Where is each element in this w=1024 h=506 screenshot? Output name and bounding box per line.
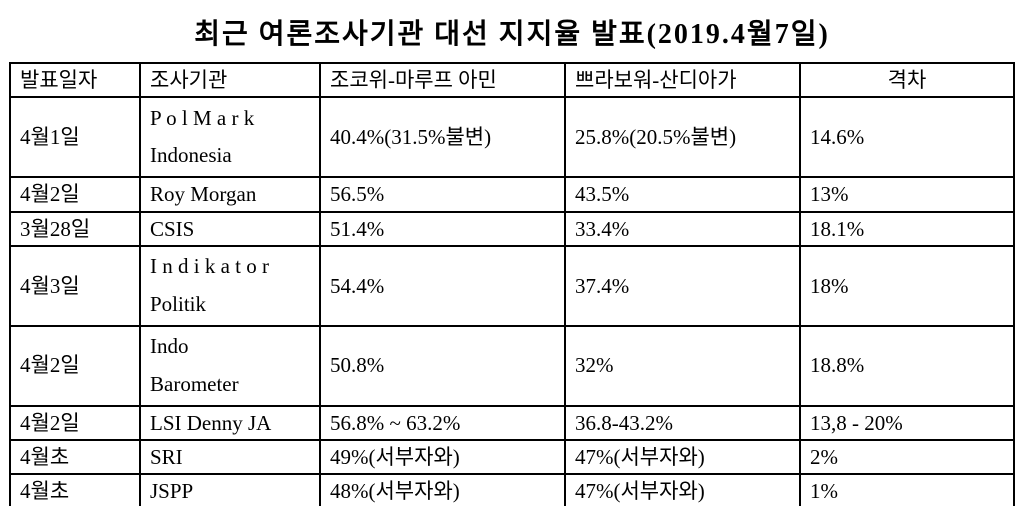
cell-jokowi: 49%(서부자와) <box>319 438 566 476</box>
header-gap: 격차 <box>799 61 1015 99</box>
cell-org: P o l M a r k Indonesia <box>139 96 321 179</box>
table-row: 4월초 SRI 49%(서부자와) 47%(서부자와) 2% <box>9 438 1015 476</box>
cell-prabowo: 36.8-43.2% <box>564 404 801 441</box>
cell-org: I n d i k a t o r Politik <box>139 245 321 327</box>
cell-jokowi: 54.4% <box>319 245 566 327</box>
cell-gap: 1% <box>799 473 1015 506</box>
cell-date: 4월2일 <box>9 404 141 441</box>
cell-jokowi: 56.8% ~ 63.2% <box>319 404 566 441</box>
table-row: 4월3일 I n d i k a t o r Politik 54.4% 37.… <box>9 245 1015 327</box>
cell-date: 4월1일 <box>9 96 141 179</box>
cell-jokowi: 56.5% <box>319 176 566 213</box>
cell-jokowi: 50.8% <box>319 324 566 407</box>
cell-date: 4월초 <box>9 473 141 506</box>
cell-gap: 2% <box>799 438 1015 476</box>
cell-prabowo: 25.8%(20.5%불변) <box>564 96 801 179</box>
table-row: 4월1일 P o l M a r k Indonesia 40.4%(31.5%… <box>9 96 1015 179</box>
cell-gap: 13,8 - 20% <box>799 404 1015 441</box>
poll-results-table: 발표일자 조사기관 조코위-마루프 아민 쁘라보워-산디아가 격차 4월1일 P… <box>9 61 1015 506</box>
cell-org: CSIS <box>139 210 321 248</box>
cell-prabowo: 37.4% <box>564 245 801 327</box>
cell-prabowo: 47%(서부자와) <box>564 438 801 476</box>
cell-prabowo: 33.4% <box>564 210 801 248</box>
cell-gap: 18.1% <box>799 210 1015 248</box>
cell-org: Indo Barometer <box>139 324 321 407</box>
cell-prabowo: 43.5% <box>564 176 801 213</box>
cell-jokowi: 51.4% <box>319 210 566 248</box>
header-prabowo: 쁘라보워-산디아가 <box>564 61 801 99</box>
table-row: 4월초 JSPP 48%(서부자와) 47%(서부자와) 1% <box>9 473 1015 506</box>
cell-date: 4월2일 <box>9 176 141 213</box>
cell-gap: 14.6% <box>799 96 1015 179</box>
cell-org: Roy Morgan <box>139 176 321 213</box>
cell-gap: 13% <box>799 176 1015 213</box>
cell-gap: 18.8% <box>799 324 1015 407</box>
cell-gap: 18% <box>799 245 1015 327</box>
cell-prabowo: 32% <box>564 324 801 407</box>
header-jokowi: 조코위-마루프 아민 <box>319 61 566 99</box>
page-title: 최근 여론조사기관 대선 지지율 발표(2019.4월7일) <box>194 19 830 50</box>
table-row: 3월28일 CSIS 51.4% 33.4% 18.1% <box>9 210 1015 248</box>
table-row: 4월2일 Roy Morgan 56.5% 43.5% 13% <box>9 176 1015 213</box>
table-header-row: 발표일자 조사기관 조코위-마루프 아민 쁘라보워-산디아가 격차 <box>9 61 1015 99</box>
header-org: 조사기관 <box>139 61 321 99</box>
cell-prabowo: 47%(서부자와) <box>564 473 801 506</box>
cell-date: 4월초 <box>9 438 141 476</box>
cell-jokowi: 48%(서부자와) <box>319 473 566 506</box>
cell-org: LSI Denny JA <box>139 404 321 441</box>
cell-org: SRI <box>139 438 321 476</box>
cell-org: JSPP <box>139 473 321 506</box>
cell-jokowi: 40.4%(31.5%불변) <box>319 96 566 179</box>
table-row: 4월2일 Indo Barometer 50.8% 32% 18.8% <box>9 324 1015 407</box>
cell-date: 4월2일 <box>9 324 141 407</box>
header-date: 발표일자 <box>9 61 141 99</box>
table-row: 4월2일 LSI Denny JA 56.8% ~ 63.2% 36.8-43.… <box>9 404 1015 441</box>
cell-date: 3월28일 <box>9 210 141 248</box>
cell-date: 4월3일 <box>9 245 141 327</box>
